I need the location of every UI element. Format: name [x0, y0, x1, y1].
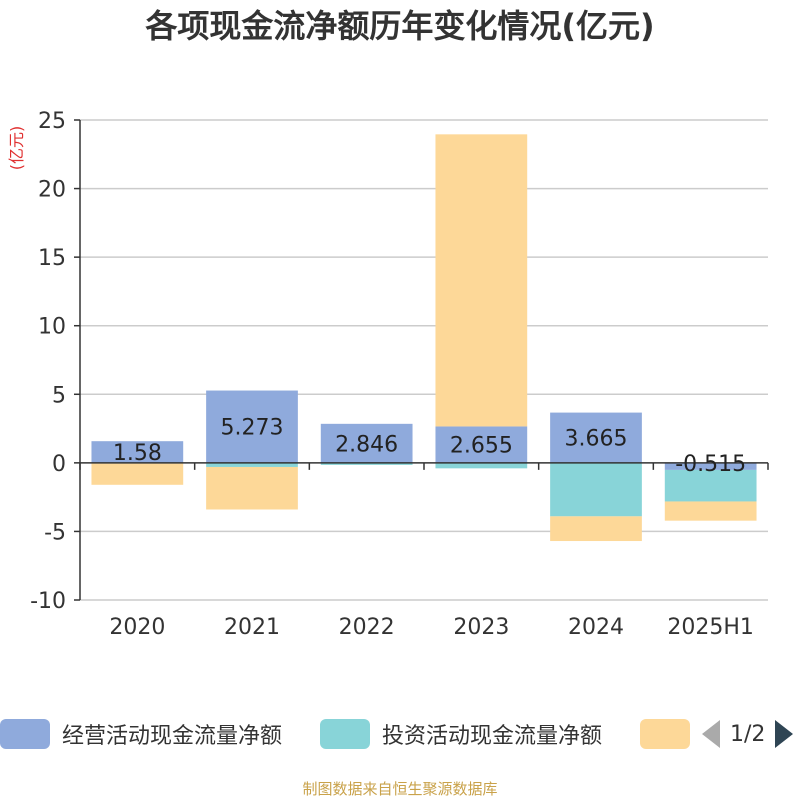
bar-series0-2020[interactable]: [91, 441, 184, 463]
legend: 经营活动现金流量净额 投资活动现金流量净额 1/2: [0, 716, 800, 756]
data-label-2023: 2.655: [450, 434, 513, 459]
bar-series1-2022[interactable]: [320, 462, 413, 465]
y-tick-label: -5: [44, 520, 66, 545]
legend-swatch: [640, 719, 690, 749]
legend-item-operating[interactable]: 经营活动现金流量净额: [0, 716, 282, 752]
bars: [91, 134, 757, 542]
source-note: 制图数据来自恒生聚源数据库: [302, 780, 498, 798]
bar-series2-2023[interactable]: [435, 134, 528, 427]
y-tick-label: 5: [52, 383, 66, 408]
bar-series2-2021[interactable]: [206, 466, 298, 510]
bar-series2-2020[interactable]: [91, 463, 184, 485]
legend-pager: 1/2: [702, 716, 794, 752]
pager-next-icon[interactable]: [775, 720, 794, 748]
bar-series0-2023[interactable]: [435, 426, 528, 463]
bar-series1-2023[interactable]: [435, 462, 528, 469]
chart-title: 各项现金流净额历年变化情况(亿元): [145, 7, 655, 45]
bar-series2-2024[interactable]: [550, 516, 642, 542]
y-tick-label: 25: [38, 109, 66, 134]
data-label-2025H1: -0.515: [675, 452, 746, 477]
y-tick-label: 0: [52, 452, 66, 477]
bar-series0-2022[interactable]: [320, 423, 413, 463]
legend-swatch: [320, 719, 370, 749]
data-label-2024: 3.665: [565, 427, 628, 452]
legend-label: 投资活动现金流量净额: [382, 724, 603, 749]
y-tick-label: 15: [38, 246, 66, 271]
data-label-2020: 1.58: [113, 441, 162, 466]
x-tick-label: 2024: [568, 615, 624, 640]
x-tick-label: 2025H1: [667, 615, 754, 640]
y-tick-label: 20: [38, 178, 66, 203]
data-labels: 1.58 5.273 2.846 2.655 3.665 -0.515: [113, 416, 746, 477]
y-tick-label: -10: [30, 589, 66, 614]
bar-series2-2025H1[interactable]: [664, 501, 757, 521]
x-tick-label: 2022: [339, 615, 395, 640]
legend-item-investing[interactable]: 投资活动现金流量净额: [320, 716, 602, 752]
x-tick-label: 2020: [109, 615, 165, 640]
grid-lines: [80, 119, 768, 601]
x-tick-label: 2021: [224, 615, 280, 640]
data-label-2021: 5.273: [221, 416, 284, 441]
legend-swatch: [0, 719, 50, 749]
bar-series1-2024[interactable]: [550, 462, 642, 517]
legend-item-financing[interactable]: [640, 716, 690, 752]
bar-series1-2025H1[interactable]: [664, 469, 757, 502]
bar-series1-2021[interactable]: [206, 462, 298, 467]
pager-text: 1/2: [730, 721, 766, 747]
bar-series0-2025H1[interactable]: [664, 462, 757, 470]
y-tick-label: 10: [38, 315, 66, 340]
y-axis-label: (亿元): [7, 126, 26, 171]
pager-prev-icon[interactable]: [702, 720, 720, 748]
bar-series0-2024[interactable]: [550, 412, 642, 463]
data-label-2022: 2.846: [335, 432, 398, 457]
axes: 25 20 15 10 5 0 -5 -10 2020 2021 2022 2023 2024 2025H…: [30, 109, 769, 640]
legend-label: 经营活动现金流量净额: [62, 724, 283, 749]
stacked-bar-chart: 25 20 15 10 5 0 -5 -10 2020 2021 2022 2023 2024 2025H…: [7, 109, 769, 640]
x-tick-label: 2023: [453, 615, 509, 640]
bar-series0-2021[interactable]: [206, 390, 298, 463]
